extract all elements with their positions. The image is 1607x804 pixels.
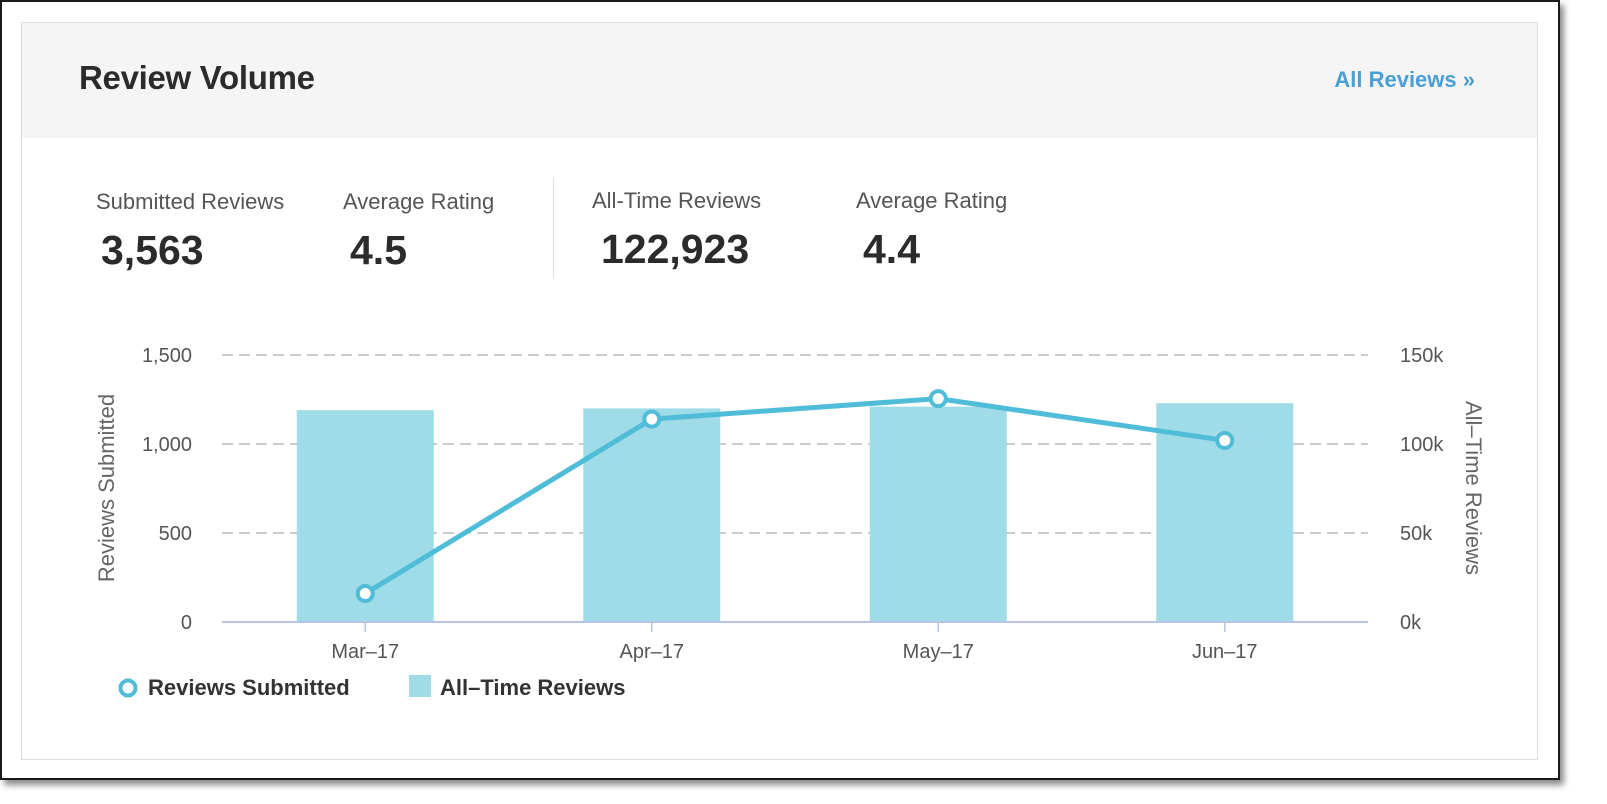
x-tick-label: Mar–17 <box>331 641 399 663</box>
y-right-tick-label: 150k <box>1400 345 1444 367</box>
y-right-tick-label: 50k <box>1400 523 1433 545</box>
stats-divider <box>553 177 554 279</box>
all-reviews-link[interactable]: All Reviews » <box>1334 67 1475 92</box>
y-left-tick-label: 1,500 <box>142 345 192 367</box>
bar-all-time-reviews <box>869 406 1007 622</box>
y-left-tick-label: 1,000 <box>142 434 192 456</box>
stat-label: Submitted Reviews <box>96 189 285 214</box>
average-rating-stat: Average Rating 4.5 <box>343 189 494 274</box>
legend-all-time-reviews-marker <box>409 675 431 697</box>
line-reviews-submitted <box>363 396 1226 596</box>
screenshot-frame: Review Volume All Reviews » Submitted Re… <box>0 0 1560 780</box>
stat-label: All-Time Reviews <box>592 188 762 213</box>
x-tick-label: Jun–17 <box>1192 641 1258 663</box>
stat-value: 3,563 <box>101 227 204 273</box>
y-right-tick-label: 100k <box>1400 434 1444 456</box>
x-tick-label: May–17 <box>903 641 974 663</box>
y-right-axis-title: All–Time Reviews <box>1461 401 1486 575</box>
point-reviews-submitted <box>928 389 948 409</box>
point-reviews-submitted <box>1215 430 1235 450</box>
legend-all-time-reviews-label: All–Time Reviews <box>440 675 625 700</box>
stat-value: 4.4 <box>863 226 920 272</box>
stat-value: 4.5 <box>350 227 407 273</box>
review-volume-card: Review Volume All Reviews » Submitted Re… <box>21 22 1538 760</box>
all-time-average-rating-stat: Average Rating 4.4 <box>856 188 1007 273</box>
y-right-tick-label: 0k <box>1400 612 1422 634</box>
point-reviews-submitted <box>355 584 375 604</box>
card-header: Review Volume All Reviews » <box>22 23 1537 138</box>
point-reviews-submitted <box>642 409 662 429</box>
all-time-reviews-stat: All-Time Reviews 122,923 <box>592 188 761 273</box>
x-tick-label: Apr–17 <box>620 641 685 663</box>
submitted-reviews-stat: Submitted Reviews 3,563 <box>96 189 284 274</box>
stat-label: Average Rating <box>856 188 1008 213</box>
card-title: Review Volume <box>79 59 315 96</box>
legend-reviews-submitted-marker <box>118 678 138 698</box>
y-left-axis-title: Reviews Submitted <box>94 394 119 582</box>
y-left-tick-label: 0 <box>181 612 192 634</box>
stat-value: 122,923 <box>601 226 750 272</box>
legend-reviews-submitted-label: Reviews Submitted <box>148 675 350 700</box>
bar-all-time-reviews <box>583 408 721 622</box>
y-left-tick-label: 500 <box>159 523 192 545</box>
stat-label: Average Rating <box>343 189 495 214</box>
